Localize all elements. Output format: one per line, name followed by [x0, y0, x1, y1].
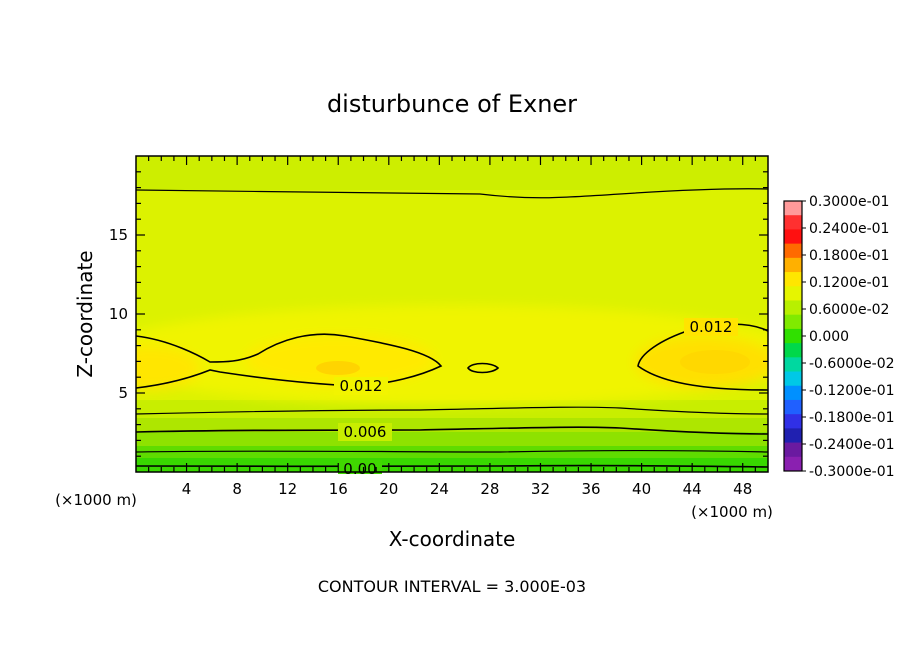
- y-unit-label: (×1000 m): [55, 491, 137, 509]
- colorbar-swatch: [784, 428, 802, 444]
- chart-title: disturbunce of Exner: [327, 90, 577, 118]
- contour-line-0012-left: [136, 333, 443, 389]
- colorbar-label: 0.000: [809, 329, 849, 345]
- fill-upper-band: [136, 156, 768, 190]
- colorbar-swatch: [784, 343, 802, 358]
- colorbar-swatch: [784, 300, 802, 316]
- contour-label-4: 0.00: [343, 460, 376, 478]
- y-tick-label: 10: [109, 305, 128, 323]
- colorbar-swatch: [784, 456, 802, 472]
- colorbar-swatch: [784, 442, 802, 458]
- x-unit-label: (×1000 m): [691, 503, 773, 521]
- x-tick-label: 4: [182, 480, 192, 498]
- colorbar-label: -0.3000e-01: [809, 464, 895, 480]
- colorbar-swatch: [784, 371, 802, 387]
- colorbar-label: -0.1200e-01: [809, 383, 895, 399]
- colorbar-label: 0.6000e-02: [809, 302, 889, 318]
- colorbar-label: 0.2400e-01: [809, 221, 889, 237]
- contour-interval-note: CONTOUR INTERVAL = 3.000E-03: [318, 577, 586, 596]
- colorbar-swatch: [784, 243, 802, 259]
- x-tick-label: 12: [278, 480, 297, 498]
- colorbar-swatch: [784, 257, 802, 273]
- y-tick-label: 15: [109, 226, 128, 244]
- contour-line-0012-small: [467, 362, 500, 374]
- colorbar-swatch: [784, 357, 802, 373]
- fill-bottom-band-1: [136, 400, 768, 420]
- fill-bottom-band-5: [136, 458, 768, 472]
- colorbar-label: -0.6000e-02: [809, 356, 895, 372]
- x-tick-label: 8: [232, 480, 242, 498]
- colorbar: [783, 200, 806, 472]
- contour-label-3: 0.006: [344, 423, 387, 441]
- y-axis-label: Z-coordinate: [73, 250, 97, 377]
- colorbar-label: 0.3000e-01: [809, 194, 889, 210]
- colorbar-labels: 0.3000e-01 0.2400e-01 0.1800e-01 0.1200e-01…: [809, 194, 895, 480]
- colorbar-swatch: [784, 385, 802, 401]
- colorbar-swatch: [784, 201, 802, 216]
- x-ticks: [148, 156, 756, 472]
- contour-label-bg-4: [338, 460, 382, 474]
- colorbar-swatch: [784, 414, 802, 429]
- x-tick-label: 44: [683, 480, 702, 498]
- fill-bottom-band-4: [136, 446, 768, 460]
- x-tick-label: 20: [379, 480, 398, 498]
- contour-line-0006: [136, 426, 768, 435]
- x-tick-label: 32: [531, 480, 550, 498]
- contour-label-bg-1: [684, 318, 738, 336]
- x-tick-label: 24: [430, 480, 449, 498]
- x-tick-label: 28: [480, 480, 499, 498]
- contour-label-1: 0.012: [690, 318, 733, 336]
- contour-label-bg-3: [338, 423, 392, 441]
- colorbar-swatch: [784, 272, 802, 287]
- contour-label-2: 0.012: [340, 377, 383, 395]
- contour-label-group: 0.012 0.012 0.006 0.00: [334, 318, 738, 478]
- x-tick-label: 48: [733, 480, 752, 498]
- colorbar-swatch: [784, 286, 802, 301]
- fill-core-center: [245, 335, 435, 385]
- contour-line-upper: [136, 188, 768, 199]
- fill-max-right: [680, 350, 750, 374]
- x-tick-label: 36: [581, 480, 600, 498]
- x-axis-label: X-coordinate: [389, 527, 516, 551]
- colorbar-swatch: [784, 215, 802, 230]
- fill-core-left: [136, 346, 200, 390]
- colorbar-label: 0.1800e-01: [809, 248, 889, 264]
- fill-max-center: [316, 361, 360, 375]
- y-tick-label: 5: [118, 384, 128, 402]
- fill-bottom-band-3: [136, 432, 768, 448]
- contour-fill: [136, 156, 768, 472]
- y-ticks: [136, 171, 768, 457]
- contour-line-upper-mid: [136, 406, 768, 415]
- colorbar-swatch: [784, 399, 802, 415]
- y-tick-labels: 5 10 15: [109, 226, 128, 402]
- colorbar-label: 0.1200e-01: [809, 275, 889, 291]
- x-tick-label: 40: [632, 480, 651, 498]
- contour-label-bg-2: [334, 377, 388, 395]
- contour-line-0000: [136, 464, 768, 468]
- colorbar-label: -0.2400e-01: [809, 437, 895, 453]
- contour-line-lower-1: [136, 449, 768, 453]
- colorbar-swatch: [784, 229, 802, 245]
- contour-lines: [136, 188, 768, 468]
- colorbar-swatch: [784, 328, 802, 344]
- colorbar-swatch: [784, 314, 802, 330]
- x-tick-labels: 4 8 12 16 20 24 28 32 36 40 44 48: [182, 480, 752, 498]
- colorbar-label: -0.1800e-01: [809, 410, 895, 426]
- x-tick-label: 16: [329, 480, 348, 498]
